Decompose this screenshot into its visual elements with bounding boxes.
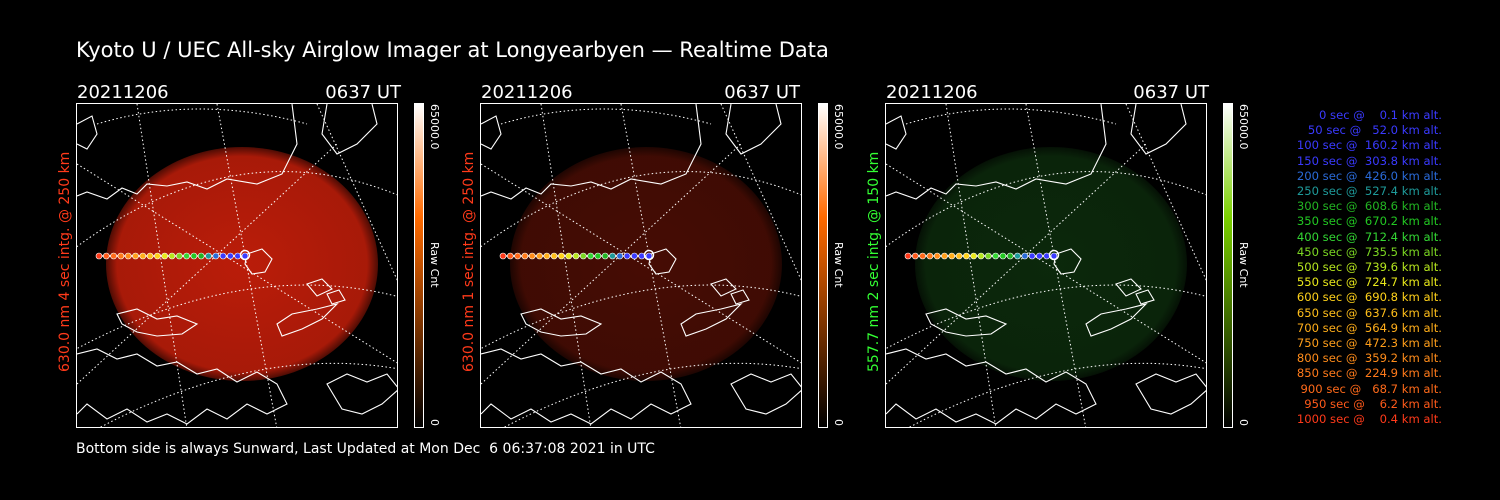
panel-1-time: 0637 UT — [325, 82, 401, 103]
legend-entry: 50 sec @ 52.0 km alt. — [1307, 123, 1442, 138]
legend-entry: 350 sec @ 670.2 km alt. — [1296, 214, 1442, 229]
panel-3-filter-label: 557.7 nm 2 sec intg. @ 150 km — [866, 151, 882, 372]
legend-entry: 850 sec @ 224.9 km alt. — [1296, 366, 1442, 381]
legend-entry: 500 sec @ 739.6 km alt. — [1296, 260, 1442, 275]
panel-1-allsky-image — [76, 103, 398, 428]
legend-entry: 300 sec @ 608.6 km alt. — [1296, 199, 1442, 214]
panel-2-colorbar — [818, 103, 828, 428]
panel-3-colorbar-unit: Raw Cnt — [1237, 242, 1250, 288]
legend-entry: 200 sec @ 426.0 km alt. — [1296, 168, 1442, 183]
page-title: Kyoto U / UEC All-sky Airglow Imager at … — [76, 38, 829, 62]
legend-entry: 1000 sec @ 0.4 km alt. — [1296, 412, 1442, 427]
legend-entry: 600 sec @ 690.8 km alt. — [1296, 290, 1442, 305]
panel-3-date: 20211206 — [886, 82, 978, 103]
panel-1-colorbar-unit: Raw Cnt — [428, 242, 441, 288]
panel-1-colorbar — [414, 103, 424, 428]
legend-entry: 800 sec @ 359.2 km alt. — [1296, 351, 1442, 366]
legend-entry: 100 sec @ 160.2 km alt. — [1296, 138, 1442, 153]
legend-entry: 950 sec @ 6.2 km alt. — [1304, 396, 1442, 411]
panel-3-allsky-image — [885, 103, 1207, 428]
panel-2-colorbar-unit: Raw Cnt — [832, 242, 845, 288]
panel-2-filter-label: 630.0 nm 1 sec intg. @ 250 km — [461, 151, 477, 372]
panel-2-colorbar-min: 0 — [832, 419, 845, 426]
panel-3-colorbar-max: 65000.0 — [1237, 104, 1250, 150]
panel-3-colorbar — [1223, 103, 1233, 428]
panel-1-date: 20211206 — [77, 82, 169, 103]
panel-2-date: 20211206 — [481, 82, 573, 103]
footer-update-note: Bottom side is always Sunward, Last Upda… — [76, 441, 655, 457]
legend-entry: 250 sec @ 527.4 km alt. — [1296, 184, 1442, 199]
legend-entry: 900 sec @ 68.7 km alt. — [1300, 381, 1442, 396]
panel-1-filter-label: 630.0 nm 4 sec intg. @ 250 km — [57, 151, 73, 372]
panel-1-colorbar-max: 65000.0 — [428, 104, 441, 150]
altitude-legend: 0 sec @ 0.1 km alt. 50 sec @ 52.0 km alt… — [1252, 108, 1442, 427]
panel-2-allsky-image — [480, 103, 802, 428]
legend-entry: 550 sec @ 724.7 km alt. — [1296, 275, 1442, 290]
legend-entry: 750 sec @ 472.3 km alt. — [1296, 336, 1442, 351]
panel-3-colorbar-min: 0 — [1237, 419, 1250, 426]
legend-entry: 400 sec @ 712.4 km alt. — [1296, 229, 1442, 244]
legend-entry: 150 sec @ 303.8 km alt. — [1296, 153, 1442, 168]
panel-3-time: 0637 UT — [1133, 82, 1209, 103]
legend-entry: 450 sec @ 735.5 km alt. — [1296, 244, 1442, 259]
legend-entry: 650 sec @ 637.6 km alt. — [1296, 305, 1442, 320]
panel-2-colorbar-max: 65000.0 — [832, 104, 845, 150]
legend-entry: 700 sec @ 564.9 km alt. — [1296, 320, 1442, 335]
panel-1-colorbar-min: 0 — [428, 419, 441, 426]
panel-2-time: 0637 UT — [724, 82, 800, 103]
legend-entry: 0 sec @ 0.1 km alt. — [1318, 108, 1442, 122]
